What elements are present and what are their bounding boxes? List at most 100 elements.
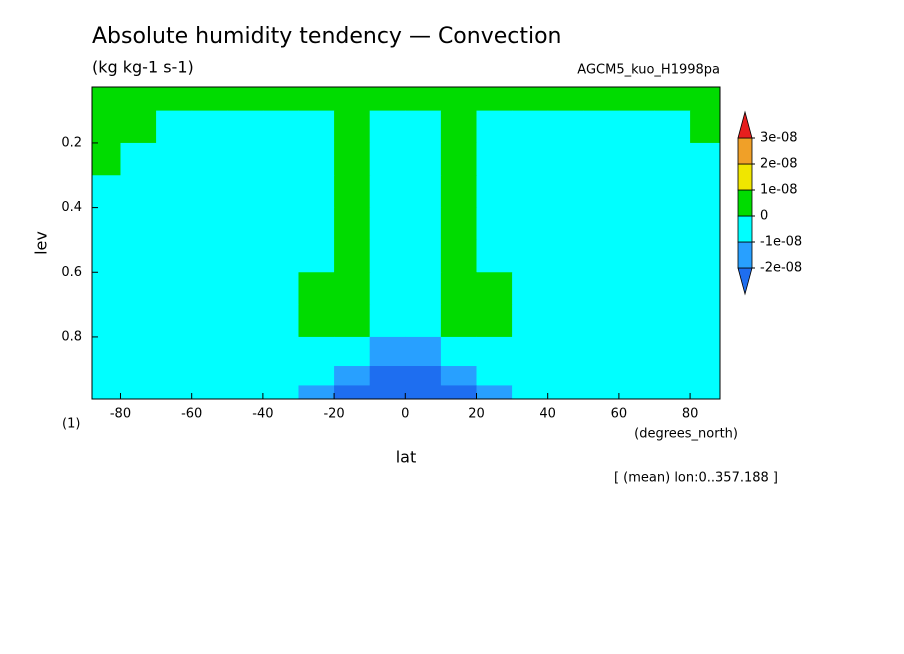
contour-cell [227, 304, 264, 338]
contour-cell [92, 366, 121, 386]
contour-cell [334, 304, 371, 338]
contour-cell [156, 272, 193, 306]
contour-cell [547, 385, 584, 400]
contour-cell [405, 142, 442, 176]
contour-cell [618, 239, 655, 273]
contour-cell [440, 207, 477, 241]
contour-cell [334, 142, 371, 176]
contour-cell [227, 142, 264, 176]
contour-cell [262, 239, 299, 273]
contour-cell [583, 142, 620, 176]
contour-cell [298, 110, 335, 144]
contour-cell [120, 207, 157, 241]
contour-cell [476, 239, 513, 273]
contour-cell [583, 336, 620, 367]
contour-cell [690, 336, 721, 367]
contour-cell [92, 272, 121, 306]
contour-cell [405, 110, 442, 144]
contour-cell [654, 110, 691, 144]
contour-cell [512, 239, 549, 273]
contour-cell [191, 207, 228, 241]
contour-cell [191, 87, 228, 112]
contour-cell [440, 366, 477, 386]
contour-cell [440, 110, 477, 144]
contour-cell [654, 239, 691, 273]
contour-cell [334, 175, 371, 209]
contour-cell [369, 239, 406, 273]
contour-cell [654, 336, 691, 367]
contour-cell [583, 272, 620, 306]
contour-cell [654, 304, 691, 338]
contour-cell [690, 87, 721, 112]
contour-cell [618, 272, 655, 306]
contour-cell [191, 366, 228, 386]
contour-cell [618, 110, 655, 144]
contour-cell [298, 207, 335, 241]
contour-cell [92, 304, 121, 338]
contour-cell [262, 304, 299, 338]
contour-cell [120, 239, 157, 273]
x-tick-label: 40 [539, 407, 556, 422]
contour-cell [618, 142, 655, 176]
contour-cell [440, 239, 477, 273]
contour-cell [92, 87, 121, 112]
contour-cell [583, 175, 620, 209]
colorbar-segment [737, 163, 753, 191]
contour-cell [440, 336, 477, 367]
contour-cell [334, 207, 371, 241]
contour-cell [476, 207, 513, 241]
colorbar-label: 2e-08 [760, 157, 798, 172]
contour-cell [583, 239, 620, 273]
x-tick-label: 20 [468, 407, 485, 422]
contour-cell [262, 110, 299, 144]
contour-cell [262, 207, 299, 241]
contour-cell [156, 366, 193, 386]
contour-cell [547, 207, 584, 241]
contour-cell [583, 304, 620, 338]
contour-cell [120, 336, 157, 367]
contour-cell [120, 385, 157, 400]
contour-cell [92, 207, 121, 241]
contour-cell [369, 110, 406, 144]
contour-cell [547, 142, 584, 176]
y-tick-label: 0.8 [61, 329, 82, 344]
contour-cell [618, 87, 655, 112]
contour-cell [618, 175, 655, 209]
contour-cell [618, 385, 655, 400]
contour-cell [476, 385, 513, 400]
x-axis-label: lat [396, 448, 417, 467]
contour-cell [369, 272, 406, 306]
contour-cell [262, 175, 299, 209]
contour-cell [227, 110, 264, 144]
contour-cell [369, 175, 406, 209]
y-tick-label: 0.4 [61, 200, 82, 215]
x-tick-label: -80 [110, 407, 131, 422]
contour-cell [440, 175, 477, 209]
contour-cell [547, 110, 584, 144]
contour-cell [227, 175, 264, 209]
contour-cell [334, 110, 371, 144]
contour-cell [512, 87, 549, 112]
contour-cell [547, 239, 584, 273]
contour-cell [156, 175, 193, 209]
dataset-label: AGCM5_kuo_H1998pa [577, 63, 720, 78]
plot-frame [91, 86, 721, 400]
contour-cell [191, 336, 228, 367]
contour-cell [156, 142, 193, 176]
contour-cell [512, 336, 549, 367]
contour-cell [440, 304, 477, 338]
contour-cell [369, 207, 406, 241]
contour-cell [405, 207, 442, 241]
contour-cell [405, 385, 442, 400]
y-tick-label: 0.2 [61, 135, 82, 150]
contour-cell [405, 239, 442, 273]
contour-cell [618, 304, 655, 338]
contour-cell [92, 142, 121, 176]
contour-cell [583, 207, 620, 241]
contour-field [92, 87, 721, 400]
contour-cell [618, 336, 655, 367]
contour-cell [92, 239, 121, 273]
contour-cell [120, 110, 157, 144]
contour-cell [476, 304, 513, 338]
contour-cell [512, 142, 549, 176]
